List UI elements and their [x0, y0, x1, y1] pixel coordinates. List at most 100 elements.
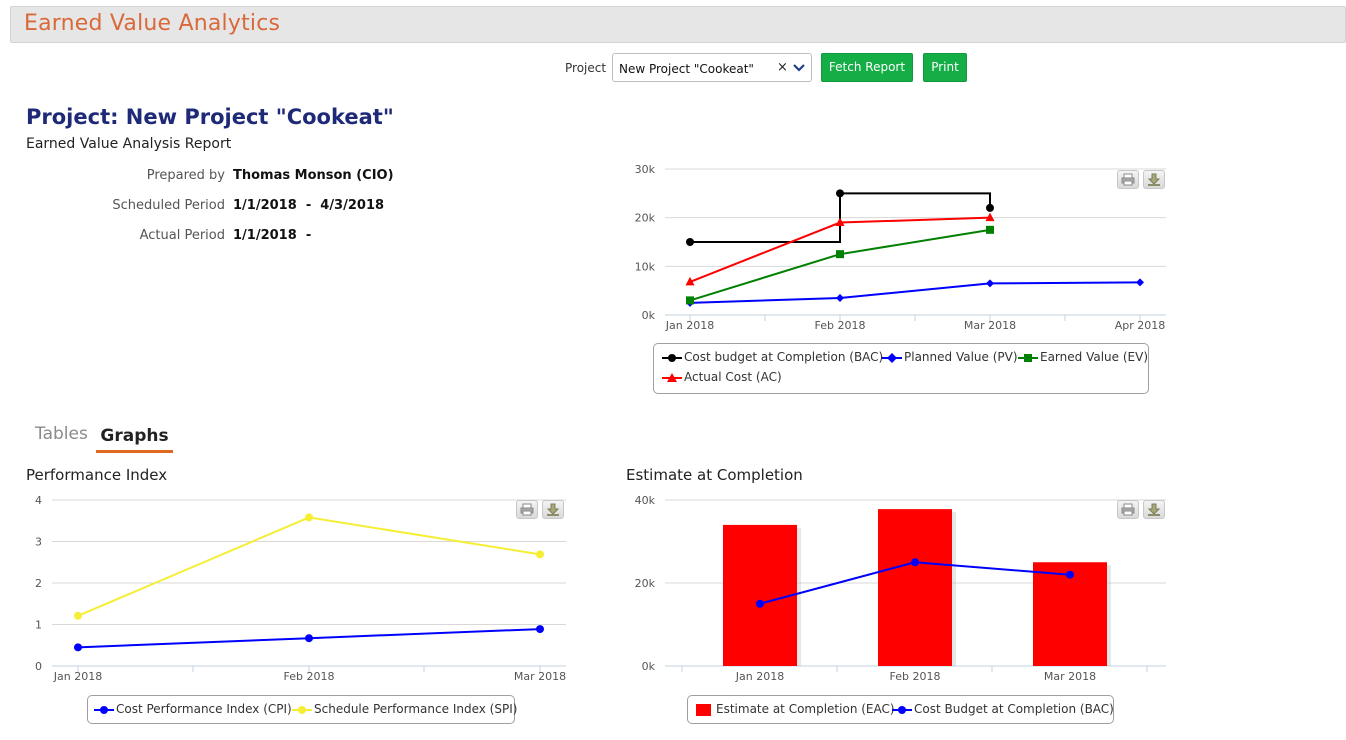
- bar-shadow: [727, 527, 801, 666]
- data-point: [756, 599, 764, 608]
- eac-title: Estimate at Completion: [626, 466, 803, 484]
- series-line-0: [690, 192, 991, 243]
- data-point: [911, 558, 919, 567]
- meta-value: Thomas Monson (CIO): [233, 168, 394, 183]
- y-tick-label: 30k: [635, 163, 656, 176]
- project-select[interactable]: New Project "Cookeat" ×: [612, 53, 812, 82]
- chart-print-button[interactable]: [516, 500, 538, 519]
- x-tick-label: Mar 2018: [964, 319, 1016, 332]
- x-tick-label: Jan 2018: [735, 670, 784, 683]
- download-icon: [546, 503, 560, 516]
- y-tick-label: 10k: [635, 260, 656, 273]
- legend-marker: [892, 706, 912, 714]
- chart-print-button[interactable]: [1117, 500, 1139, 519]
- y-tick-label: 40k: [635, 494, 656, 507]
- data-point: [74, 643, 82, 652]
- legend-marker: [94, 706, 114, 714]
- printer-icon: [520, 503, 534, 516]
- x-tick-label: Mar 2018: [1044, 670, 1096, 683]
- chart-download-button[interactable]: [1143, 500, 1165, 519]
- data-point: [836, 189, 844, 198]
- meta-value: 1/1/2018 -: [233, 228, 312, 243]
- bar-shadow: [882, 512, 956, 666]
- ev-chart-legend: Cost budget at Completion (BAC) Planned …: [653, 343, 1149, 394]
- x-tick-label: Apr 2018: [1115, 319, 1166, 332]
- header-bar: Earned Value Analytics: [10, 6, 1346, 43]
- y-tick-label: 0k: [642, 660, 656, 673]
- x-tick-label: Feb 2018: [890, 670, 941, 683]
- y-tick-label: 0: [35, 660, 42, 673]
- series-line-3: [689, 216, 991, 283]
- data-point: [986, 225, 994, 234]
- legend-label: Schedule Performance Index (SPI): [314, 702, 518, 716]
- series-line-2: [689, 228, 991, 302]
- series-line: [759, 561, 1071, 605]
- download-icon: [1147, 503, 1161, 516]
- series-line-1: [77, 516, 541, 617]
- legend-marker: [662, 373, 682, 382]
- meta-prepared-by: Prepared by Thomas Monson (CIO): [0, 168, 600, 186]
- data-point: [685, 276, 695, 286]
- legend-marker: [292, 706, 312, 714]
- legend-label: Estimate at Completion (EAC): [716, 702, 895, 716]
- clear-icon[interactable]: ×: [777, 60, 788, 75]
- project-title: Project: New Project "Cookeat": [26, 105, 394, 129]
- data-point: [986, 203, 994, 212]
- x-tick-label: Feb 2018: [284, 670, 335, 683]
- data-point: [985, 212, 995, 222]
- data-point: [686, 296, 694, 305]
- legend-marker: [662, 354, 682, 362]
- series-line-0: [77, 628, 541, 649]
- data-point: [686, 238, 694, 246]
- data-point: [1136, 278, 1144, 287]
- fetch-report-button[interactable]: Fetch Report: [821, 53, 913, 82]
- x-tick-label: Jan 2018: [53, 670, 102, 683]
- legend-label: Earned Value (EV): [1040, 350, 1148, 364]
- project-label: Project: [565, 61, 607, 75]
- meta-actual-period: Actual Period 1/1/2018 -: [0, 228, 600, 246]
- chart-download-button[interactable]: [542, 500, 564, 519]
- data-point: [536, 550, 544, 559]
- chevron-down-icon[interactable]: [791, 60, 807, 76]
- legend-label: Cost budget at Completion (BAC): [684, 350, 884, 364]
- legend-marker: [882, 353, 902, 363]
- tab-graphs[interactable]: Graphs: [96, 424, 173, 453]
- performance-index-title: Performance Index: [26, 466, 168, 484]
- download-icon: [1147, 173, 1161, 186]
- meta-label: Scheduled Period: [112, 198, 225, 213]
- x-tick-label: Feb 2018: [815, 319, 866, 332]
- data-point: [835, 217, 845, 227]
- chart-print-button[interactable]: [1117, 170, 1139, 189]
- x-tick-label: Jan 2018: [665, 319, 714, 332]
- data-point: [74, 611, 82, 620]
- bar: [723, 524, 797, 666]
- y-tick-label: 2: [35, 577, 42, 590]
- tab-tables[interactable]: Tables: [35, 424, 88, 444]
- x-tick-label: Mar 2018: [514, 670, 566, 683]
- y-tick-label: 4: [35, 494, 42, 507]
- meta-scheduled-period: Scheduled Period 1/1/2018 - 4/3/2018: [0, 198, 600, 216]
- y-tick-label: 20k: [635, 212, 656, 225]
- legend-label: Actual Cost (AC): [684, 370, 782, 384]
- data-point: [305, 513, 313, 522]
- meta-label: Actual Period: [139, 228, 225, 243]
- data-point: [836, 293, 844, 302]
- y-tick-label: 20k: [635, 577, 656, 590]
- data-point: [836, 250, 844, 259]
- bar: [1033, 562, 1107, 666]
- legend-label: Cost Budget at Completion (BAC): [914, 702, 1114, 716]
- project-select-value: New Project "Cookeat": [619, 62, 754, 76]
- meta-value: 1/1/2018 - 4/3/2018: [233, 198, 385, 213]
- chart-download-button[interactable]: [1143, 170, 1165, 189]
- data-point: [305, 634, 313, 643]
- series-line-1: [689, 281, 1141, 304]
- legend-marker: [1018, 354, 1038, 362]
- data-point: [686, 298, 694, 307]
- page-title: Earned Value Analytics: [24, 11, 281, 36]
- pi-chart-legend: Cost Performance Index (CPI) Schedule Pe…: [87, 695, 518, 724]
- y-tick-label: 3: [35, 536, 42, 549]
- y-tick-label: 1: [35, 619, 42, 632]
- data-point: [1066, 570, 1074, 579]
- print-button[interactable]: Print: [923, 53, 967, 82]
- y-tick-label: 0k: [642, 309, 656, 322]
